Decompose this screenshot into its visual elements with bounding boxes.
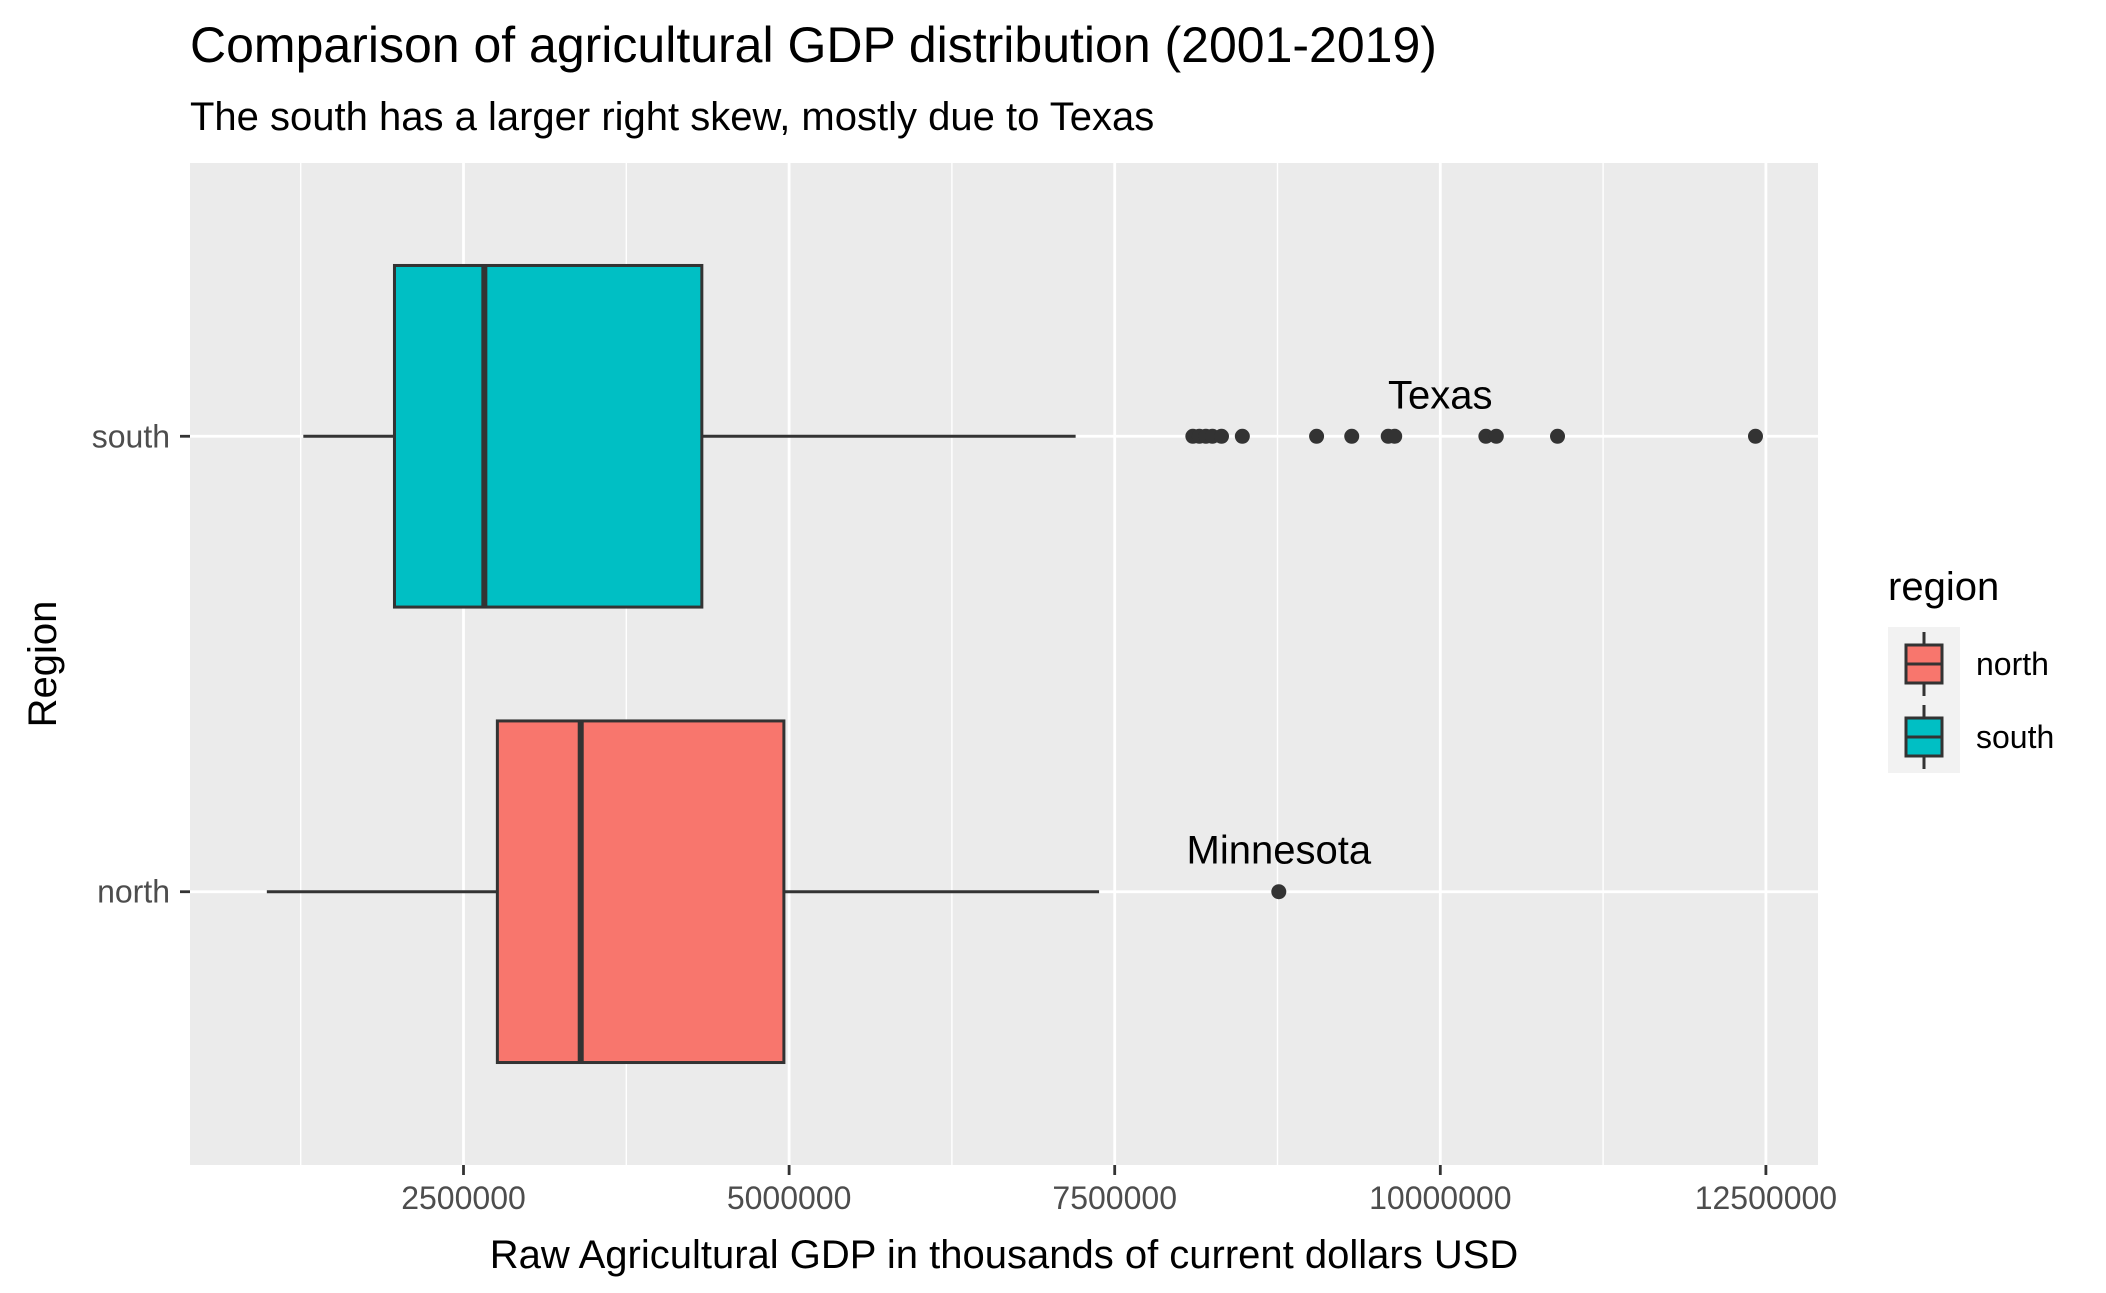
y-axis-title: Region (21, 601, 65, 728)
outlier-point (1214, 428, 1230, 444)
outlier-point (1344, 428, 1360, 444)
outlier-point (1271, 884, 1287, 900)
x-axis: 2500000 5000000 7500000 10000000 12500000 (401, 1165, 1837, 1216)
chart-subtitle: The south has a larger right skew, mostl… (190, 95, 1154, 139)
outlier-point (1550, 428, 1566, 444)
x-tick-label: 12500000 (1695, 1180, 1837, 1216)
legend-title: region (1888, 565, 1999, 609)
outlier-point (1488, 428, 1504, 444)
box-south (303, 263, 1763, 609)
outlier-point (1309, 428, 1325, 444)
x-axis-title: Raw Agricultural GDP in thousands of cur… (490, 1233, 1519, 1277)
outlier-point (1478, 428, 1494, 444)
legend-key-south: south (1904, 705, 2054, 769)
iqr-box (392, 263, 704, 609)
x-tick-label: 5000000 (727, 1180, 852, 1216)
legend-key-north: north (1904, 632, 2049, 696)
annotation-label: Minnesota (1187, 829, 1372, 873)
chart-title: Comparison of agricultural GDP distribut… (190, 17, 1437, 73)
legend: region north south (1888, 565, 2054, 773)
outlier-point (1747, 428, 1763, 444)
legend-label: south (1976, 719, 2054, 755)
x-tick-label: 10000000 (1369, 1180, 1511, 1216)
outlier-point (1387, 428, 1403, 444)
x-tick-label: 7500000 (1052, 1180, 1177, 1216)
iqr-box (495, 719, 786, 1065)
legend-label: north (1976, 646, 2049, 682)
box-north (266, 719, 1287, 1065)
boxes (266, 263, 1763, 1065)
y-axis: north south (92, 418, 190, 910)
outlier-point (1234, 428, 1250, 444)
annotations: Texas Minnesota (1187, 373, 1493, 872)
y-tick-label: south (92, 418, 170, 454)
annotation-label: Texas (1388, 373, 1493, 417)
y-tick-label: north (97, 874, 170, 910)
x-tick-label: 2500000 (401, 1180, 526, 1216)
